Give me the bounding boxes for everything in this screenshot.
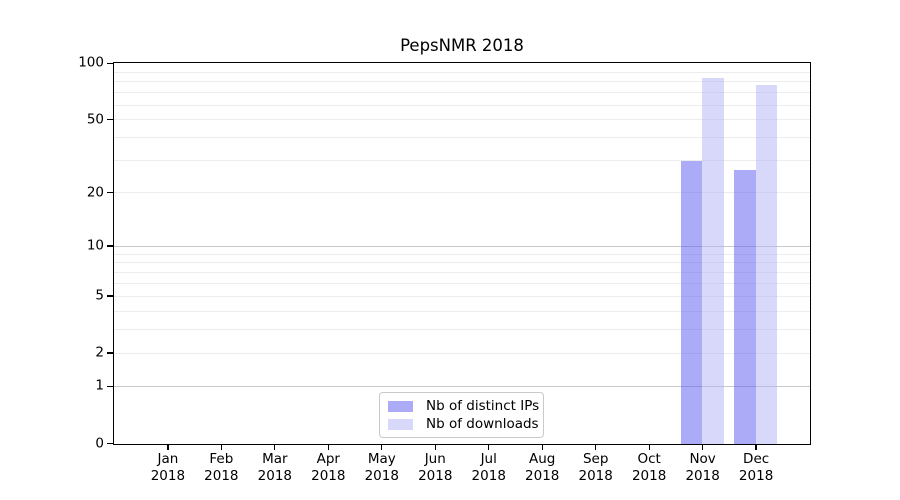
y-tick-label: 0	[95, 434, 104, 451]
y-tick-mark	[107, 245, 113, 247]
y-tick-label: 1	[95, 377, 104, 394]
x-tick-mark	[701, 445, 704, 450]
x-tick-year: 2018	[364, 468, 399, 484]
bar-nb-of-distinct-ips-nov	[680, 161, 703, 444]
x-tick-year: 2018	[738, 468, 774, 484]
x-tick-label-jun: Jun 2018	[393, 451, 477, 485]
x-tick-month: Dec	[743, 451, 770, 467]
gridline	[114, 160, 810, 162]
gridline	[114, 282, 810, 284]
y-tick-mark	[107, 385, 113, 388]
x-tick-mark	[381, 445, 383, 450]
gridline	[114, 92, 810, 94]
x-tick-mark	[434, 445, 436, 450]
x-tick-month: Jun	[424, 451, 446, 467]
x-tick-mark	[595, 445, 597, 450]
x-tick-mark	[755, 445, 757, 450]
gridline	[114, 253, 810, 255]
y-tick-label: 2	[95, 344, 104, 361]
gridline	[114, 295, 810, 297]
chart-title: PepsNMR 2018	[400, 36, 524, 55]
x-tick-year: 2018	[257, 468, 292, 484]
gridline	[114, 245, 810, 247]
x-tick-year: 2018	[525, 468, 560, 484]
legend-item-distinct-ips: Nb of distinct IPs	[388, 398, 539, 414]
gridline	[114, 310, 810, 312]
x-tick-mark	[541, 445, 543, 450]
x-tick-year: 2018	[204, 468, 239, 484]
y-tick-label: 10	[86, 237, 104, 254]
legend: Nb of distinct IPs Nb of downloads	[379, 392, 544, 438]
x-tick-label-nov: Nov 2018	[661, 451, 745, 485]
bar-nb-of-distinct-ips-dec	[734, 169, 756, 444]
gridline	[114, 328, 810, 330]
legend-label-downloads: Nb of downloads	[426, 416, 539, 432]
y-tick-mark	[107, 352, 113, 354]
x-tick-label-feb: Feb 2018	[179, 451, 263, 485]
x-tick-month: Mar	[262, 451, 288, 467]
x-tick-month: May	[367, 451, 396, 467]
x-tick-month: Feb	[209, 451, 234, 467]
bar-nb-of-downloads-dec	[755, 85, 778, 444]
legend-item-downloads: Nb of downloads	[388, 416, 539, 432]
x-tick-mark	[327, 445, 329, 450]
x-tick-mark	[274, 445, 276, 450]
x-tick-mark	[488, 445, 490, 450]
x-tick-label-aug: Aug 2018	[500, 451, 584, 485]
x-tick-year: 2018	[631, 468, 667, 484]
legend-swatch-downloads	[388, 418, 413, 430]
x-tick-year: 2018	[578, 468, 613, 484]
legend-label-distinct-ips: Nb of distinct IPs	[426, 398, 540, 414]
gridline	[114, 192, 810, 194]
gridline	[114, 271, 810, 273]
y-tick-mark	[107, 62, 113, 65]
x-tick-label-dec: Dec 2018	[714, 451, 798, 485]
x-tick-month: Apr	[316, 451, 340, 467]
x-tick-month: Nov	[689, 451, 716, 467]
x-tick-label-oct: Oct 2018	[607, 451, 691, 485]
gridline	[114, 137, 810, 139]
y-tick-label: 20	[86, 184, 104, 201]
x-tick-year: 2018	[418, 468, 453, 484]
x-tick-month: Oct	[637, 451, 661, 467]
y-tick-mark	[107, 192, 113, 194]
x-tick-label-jul: Jul 2018	[447, 451, 531, 485]
x-tick-mark	[167, 445, 169, 450]
legend-swatch-distinct-ips	[388, 400, 413, 412]
x-tick-label-mar: Mar 2018	[233, 451, 317, 485]
gridline	[114, 262, 810, 264]
x-tick-label-sep: Sep 2018	[554, 451, 638, 485]
gridline	[114, 119, 810, 121]
x-tick-month: Sep	[582, 451, 609, 467]
y-tick-mark	[107, 442, 113, 445]
x-tick-year: 2018	[150, 468, 186, 484]
x-tick-year: 2018	[685, 468, 720, 484]
x-tick-mark	[220, 445, 222, 450]
y-tick-label: 5	[95, 287, 104, 304]
y-tick-label: 100	[78, 54, 104, 71]
y-tick-mark	[107, 119, 113, 121]
x-tick-label-may: May 2018	[340, 451, 424, 485]
plot-area	[113, 62, 811, 445]
y-tick-label: 50	[86, 110, 104, 127]
x-tick-label-jan: Jan 2018	[126, 451, 210, 485]
x-tick-label-apr: Apr 2018	[286, 451, 370, 485]
gridline	[114, 71, 810, 73]
x-tick-month: Jul	[480, 451, 497, 467]
gridline	[114, 386, 810, 388]
x-tick-month: Jan	[157, 451, 179, 467]
gridline	[114, 352, 810, 354]
x-tick-year: 2018	[311, 468, 346, 484]
y-tick-mark	[107, 295, 113, 297]
x-tick-year: 2018	[471, 468, 506, 484]
gridline	[114, 104, 810, 106]
gridline	[114, 81, 810, 83]
x-tick-month: Aug	[529, 451, 556, 467]
bar-nb-of-downloads-nov	[702, 78, 724, 444]
x-tick-mark	[648, 445, 650, 450]
